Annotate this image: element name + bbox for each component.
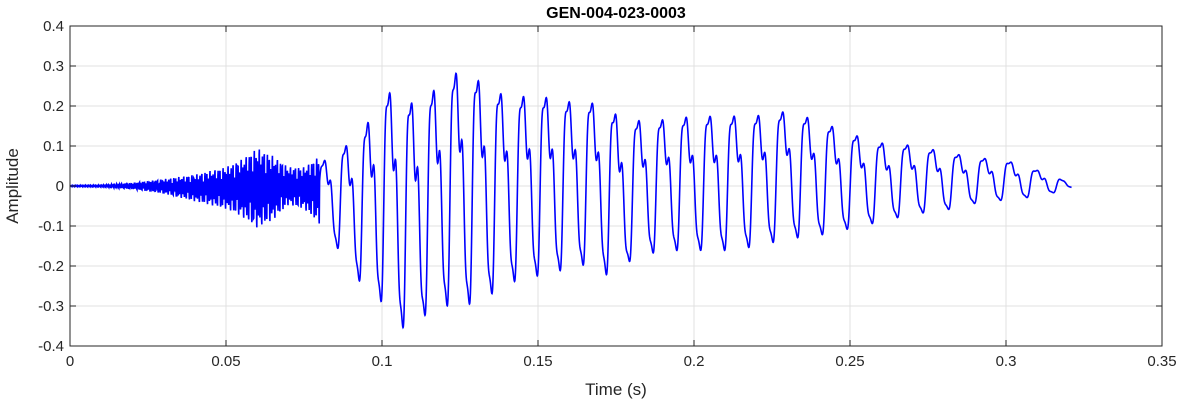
waveform-series bbox=[69, 72, 1072, 330]
x-tick-label: 0.25 bbox=[835, 353, 864, 370]
x-tick-label: 0.35 bbox=[1147, 353, 1176, 370]
x-tick-label: 0.15 bbox=[523, 353, 552, 370]
x-tick-label: 0.3 bbox=[996, 353, 1017, 370]
x-tick-label: 0.2 bbox=[684, 353, 705, 370]
y-tick-label: -0.3 bbox=[38, 298, 64, 315]
chart-title: GEN-004-023-0003 bbox=[546, 5, 686, 22]
axis-ticks: 0 0.05 0.1 0.15 0.2 0.25 0.3 0.35 -0.4 -0.3 -0.2 -0… bbox=[38, 18, 1176, 370]
y-axis-label: Amplitude bbox=[3, 148, 22, 224]
x-axis-label: Time (s) bbox=[585, 380, 647, 399]
y-tick-label: -0.4 bbox=[38, 338, 64, 355]
x-tick-label: 0 bbox=[66, 353, 74, 370]
y-tick-label: 0.2 bbox=[43, 98, 64, 115]
y-tick-label: -0.2 bbox=[38, 258, 64, 275]
y-tick-label: 0 bbox=[56, 178, 64, 195]
y-tick-label: -0.1 bbox=[38, 218, 64, 235]
y-tick-label: 0.4 bbox=[43, 18, 64, 35]
y-tick-label: 0.3 bbox=[43, 58, 64, 75]
y-tick-label: 0.1 bbox=[43, 138, 64, 155]
x-tick-label: 0.1 bbox=[372, 353, 393, 370]
x-tick-label: 0.05 bbox=[211, 353, 240, 370]
waveform-line bbox=[69, 72, 1072, 330]
